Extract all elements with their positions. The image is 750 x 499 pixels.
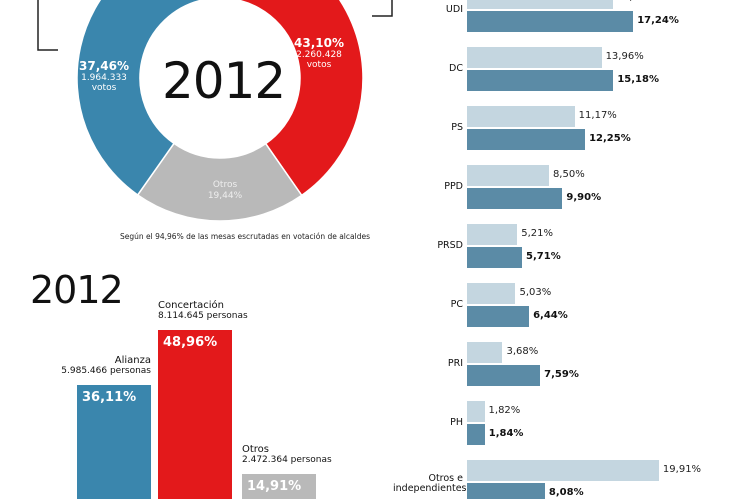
bar-value-label: 15,18%	[617, 74, 659, 85]
party-label: Otros e independientes	[393, 473, 467, 494]
category-people: 2.472.364 personas	[242, 455, 332, 466]
slice-label: Otros	[212, 180, 238, 190]
party-label: PS	[451, 122, 463, 133]
bar-value-label: 15,11%	[617, 0, 655, 3]
bar-light	[467, 283, 516, 304]
donut-slice	[205, 0, 364, 197]
slice-unit: votos	[306, 60, 332, 70]
bar-value-label: 6,44%	[533, 310, 568, 321]
bar-value-label: 19,91%	[662, 464, 702, 475]
bar-value-label: 14,91%	[247, 479, 302, 495]
bar-light	[467, 224, 518, 245]
donut-label-gray: Otros 19,44%	[195, 180, 255, 202]
party-label: PPD	[444, 181, 463, 192]
bar-dark	[467, 188, 563, 209]
category-name: Alianza	[114, 354, 151, 366]
bar-value-label: 8,08%	[548, 487, 584, 498]
party-label: UDI	[445, 4, 463, 15]
donut-caption: Según el 94,96% de las mesas escrutadas …	[120, 232, 370, 241]
slice-unit: votos	[91, 83, 117, 93]
slice-votes: 1.964.333	[81, 73, 127, 83]
donut-slice	[76, 0, 206, 196]
slice-votes: 2.260.428	[296, 50, 342, 60]
bar-value-label: 5,71%	[526, 251, 561, 262]
bar-value-label: 1,82%	[488, 405, 521, 416]
party-label: PRSD	[437, 240, 463, 251]
bar-dark	[467, 11, 634, 32]
bar: 36,11%	[77, 384, 151, 499]
bar-light	[467, 0, 613, 9]
bar-dark	[467, 129, 586, 150]
bar-value-label: 13,96%	[605, 51, 644, 62]
party-label: PC	[450, 299, 463, 310]
bar-value-label: 36,11%	[82, 389, 137, 405]
bracket-right	[372, 0, 393, 17]
bar-value-label: 17,24%	[637, 15, 679, 26]
bar-value-label: 11,17%	[578, 110, 617, 121]
bar-dark	[467, 424, 485, 445]
donut-center-year: 2012	[162, 52, 286, 110]
bracket-left	[37, 0, 58, 51]
bar: 14,91%	[242, 474, 316, 499]
bar-light	[467, 342, 503, 363]
slice-pct: 43,10%	[294, 36, 344, 50]
category-name: Otros	[242, 444, 270, 456]
party-label: DC	[449, 63, 463, 74]
bar-value-label: 8,50%	[552, 169, 585, 180]
bar-dark	[467, 483, 545, 499]
bar-chart-title: 2012	[30, 268, 124, 312]
slice-pct: 37,46%	[79, 59, 129, 73]
bar-dark	[467, 70, 614, 91]
bar-value-label: 1,84%	[488, 428, 524, 439]
bar-value-label: 12,25%	[589, 133, 631, 144]
bar-category-label: Otros 2.472.364 personas	[242, 444, 332, 466]
bar-value-label: 5,03%	[519, 287, 552, 298]
bar-dark	[467, 365, 541, 386]
bar-dark	[467, 247, 523, 268]
bar: 48,96%	[158, 330, 232, 499]
category-name: Concertación	[158, 300, 224, 312]
bar-value-label: 9,90%	[566, 192, 602, 203]
bar-light	[467, 401, 485, 422]
category-people: 5.985.466 personas	[61, 365, 151, 376]
donut-label-blue: 37,46% 1.964.333 votos	[74, 59, 134, 93]
bar-value-label: 5,21%	[521, 228, 553, 239]
category-people: 8.114.645 personas	[158, 311, 248, 322]
donut-chart	[37, 0, 393, 222]
bar-category-label: Alianza 5.985.466 personas	[61, 355, 151, 377]
slice-pct: 19,44%	[207, 191, 243, 201]
party-label: PH	[450, 417, 463, 428]
bar-light	[467, 165, 549, 186]
bar-value-label: 48,96%	[163, 335, 218, 351]
bar-value-label: 3,68%	[506, 346, 539, 357]
party-label: PRI	[447, 358, 463, 369]
bar-dark	[467, 306, 530, 327]
bar-category-label: Concertación 8.114.645 personas	[158, 300, 248, 322]
bar-light	[467, 47, 602, 68]
bar-value-label: 7,59%	[544, 369, 579, 380]
bar-light	[467, 460, 659, 481]
donut-label-red: 43,10% 2.260.428 votos	[288, 36, 350, 70]
bar-light	[467, 106, 575, 127]
